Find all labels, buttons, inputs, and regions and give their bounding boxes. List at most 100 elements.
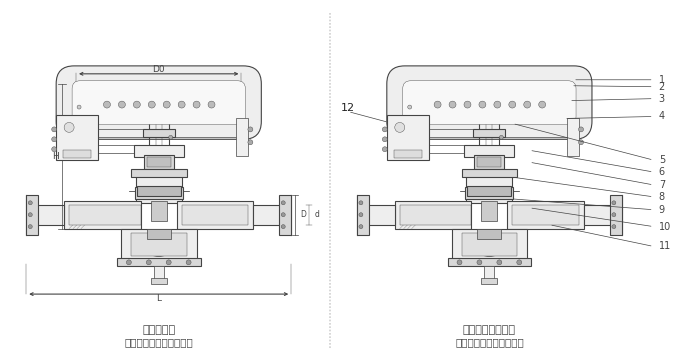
Bar bbox=[63, 150, 91, 158]
Bar bbox=[610, 195, 622, 235]
Bar bbox=[56, 115, 98, 160]
Circle shape bbox=[29, 213, 32, 217]
Text: 衬氟气动薄膜调节隔膜阀: 衬氟气动薄膜调节隔膜阀 bbox=[455, 337, 524, 347]
Circle shape bbox=[539, 101, 545, 108]
Text: 3: 3 bbox=[659, 94, 665, 104]
Bar bbox=[475, 155, 505, 169]
Text: 结构尺寸图: 结构尺寸图 bbox=[142, 325, 175, 335]
Circle shape bbox=[382, 127, 388, 132]
Bar bbox=[69, 205, 141, 225]
Circle shape bbox=[248, 127, 253, 132]
Bar bbox=[143, 129, 175, 137]
FancyBboxPatch shape bbox=[403, 81, 576, 125]
Circle shape bbox=[169, 135, 173, 139]
Text: 10: 10 bbox=[659, 222, 671, 232]
Text: d: d bbox=[315, 210, 320, 219]
Circle shape bbox=[464, 101, 471, 108]
Circle shape bbox=[64, 122, 74, 132]
Bar bbox=[135, 187, 183, 199]
Bar bbox=[131, 232, 186, 256]
Bar bbox=[254, 205, 282, 225]
Circle shape bbox=[382, 147, 388, 152]
Text: D0: D0 bbox=[152, 65, 165, 74]
Bar bbox=[584, 205, 612, 225]
Circle shape bbox=[282, 225, 285, 228]
Text: 4: 4 bbox=[659, 111, 665, 121]
Circle shape bbox=[457, 260, 462, 265]
Circle shape bbox=[118, 101, 125, 108]
Circle shape bbox=[499, 135, 503, 139]
Circle shape bbox=[479, 101, 486, 108]
Text: 11: 11 bbox=[659, 241, 671, 251]
Bar bbox=[147, 228, 171, 238]
Text: D: D bbox=[300, 210, 306, 219]
Text: 结构零部件示意图: 结构零部件示意图 bbox=[463, 325, 516, 335]
Circle shape bbox=[166, 260, 171, 265]
Bar bbox=[137, 186, 181, 196]
Circle shape bbox=[178, 101, 185, 108]
Text: 8: 8 bbox=[659, 192, 665, 202]
Bar bbox=[400, 205, 471, 225]
Bar bbox=[567, 119, 579, 156]
Bar bbox=[481, 201, 497, 221]
Circle shape bbox=[612, 225, 616, 228]
Bar bbox=[237, 119, 248, 156]
Text: 9: 9 bbox=[659, 205, 665, 215]
Text: 衬氟气动薄膜调节隔膜阀: 衬氟气动薄膜调节隔膜阀 bbox=[124, 337, 193, 347]
Bar bbox=[467, 186, 511, 196]
Circle shape bbox=[359, 201, 363, 205]
Circle shape bbox=[579, 127, 583, 132]
Bar bbox=[395, 201, 471, 228]
Bar bbox=[182, 205, 248, 225]
Bar bbox=[466, 187, 513, 199]
Circle shape bbox=[248, 140, 253, 145]
Bar bbox=[27, 195, 38, 235]
Circle shape bbox=[29, 201, 32, 205]
Circle shape bbox=[517, 260, 522, 265]
Bar bbox=[447, 258, 531, 266]
Text: 7: 7 bbox=[659, 180, 665, 190]
Bar bbox=[147, 157, 171, 167]
Circle shape bbox=[126, 260, 131, 265]
Bar bbox=[154, 266, 164, 280]
Bar bbox=[507, 201, 584, 228]
Bar bbox=[481, 278, 497, 284]
Circle shape bbox=[186, 260, 191, 265]
Bar bbox=[477, 157, 501, 167]
Bar bbox=[484, 266, 494, 280]
Circle shape bbox=[133, 101, 140, 108]
Bar bbox=[151, 278, 167, 284]
Circle shape bbox=[146, 260, 151, 265]
Bar bbox=[131, 169, 186, 177]
Bar bbox=[136, 170, 182, 203]
Circle shape bbox=[579, 140, 583, 145]
Bar bbox=[477, 228, 501, 238]
Circle shape bbox=[382, 137, 388, 142]
Circle shape bbox=[282, 213, 285, 217]
FancyBboxPatch shape bbox=[56, 66, 261, 139]
Circle shape bbox=[494, 101, 501, 108]
Bar bbox=[512, 205, 579, 225]
Bar bbox=[473, 129, 505, 137]
Bar bbox=[143, 155, 173, 169]
FancyBboxPatch shape bbox=[387, 66, 592, 139]
Circle shape bbox=[477, 260, 482, 265]
Circle shape bbox=[612, 213, 616, 217]
Circle shape bbox=[395, 122, 405, 132]
FancyBboxPatch shape bbox=[72, 81, 245, 125]
Circle shape bbox=[509, 101, 515, 108]
Bar bbox=[134, 145, 184, 157]
Text: L: L bbox=[156, 293, 161, 303]
Circle shape bbox=[282, 201, 285, 205]
Bar bbox=[357, 195, 369, 235]
Bar bbox=[464, 145, 514, 157]
Circle shape bbox=[52, 137, 56, 142]
Circle shape bbox=[359, 213, 363, 217]
Bar bbox=[279, 195, 291, 235]
Text: 12: 12 bbox=[341, 102, 355, 112]
Bar bbox=[394, 150, 422, 158]
Circle shape bbox=[52, 147, 56, 152]
Bar bbox=[367, 205, 395, 225]
Circle shape bbox=[193, 101, 200, 108]
Circle shape bbox=[497, 260, 502, 265]
